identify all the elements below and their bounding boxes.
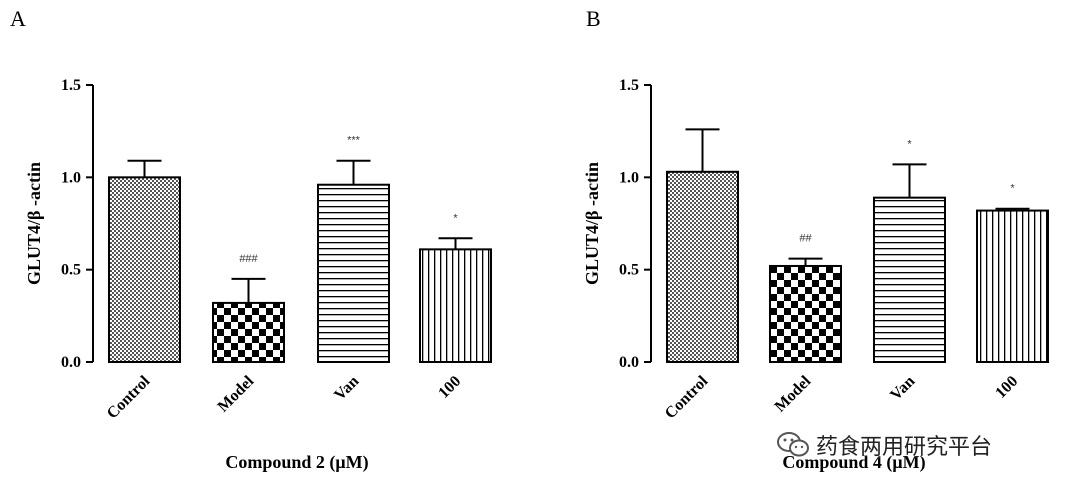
panel-b-x-axis-title: Compound 4 (μM)	[782, 452, 925, 473]
panel-b-letter: B	[586, 6, 601, 31]
watermark-text: 药食两用研究平台	[816, 435, 993, 460]
panel-a-significance-label: ***	[347, 135, 361, 147]
panel-b-category-label: Control	[662, 372, 712, 422]
panel-a-significance-label: *	[453, 212, 458, 224]
panel-b-significance-label: ##	[799, 233, 812, 245]
panel-b-significance-label: *	[1010, 183, 1015, 195]
panel-b-category-label: Model	[772, 372, 815, 415]
watermark: 药食两用研究平台	[776, 428, 992, 462]
chart-panel-a: A 0.0 0.5 1.0 1.5 GLUT4/β -actin Control ### Mod…	[10, 6, 492, 473]
panel-b-y-tick-label: 1.5	[619, 77, 639, 94]
panel-b-category-label: Van	[887, 373, 918, 404]
panel-a-bar-model	[212, 301, 285, 364]
panel-b-category-label: 100	[992, 373, 1021, 402]
panel-b-bar-control	[666, 170, 739, 363]
chart-panel-b: B 0.0 0.5 1.0 1.5 GLUT4/β -actin Control ## Mode…	[582, 6, 1049, 473]
panel-a-bar-100	[419, 248, 492, 363]
panel-a-category-label: Model	[215, 372, 258, 415]
panel-a-bar-van	[317, 183, 390, 363]
wechat-icon	[777, 432, 809, 457]
panel-a-category-label: 100	[435, 373, 464, 402]
panel-b-bar-model	[769, 264, 842, 363]
panel-a-y-axis-title: GLUT4/β -actin	[24, 162, 44, 285]
panel-b-significance-label: *	[907, 138, 912, 150]
panel-a-y-tick-label: 1.5	[61, 77, 81, 94]
panel-b-bar-100	[976, 209, 1049, 363]
panel-b-bar-van	[873, 196, 946, 363]
panel-a-category-label: Control	[104, 372, 154, 422]
panel-a-bar-control	[108, 176, 181, 363]
panel-b-y-tick-label: 0.0	[619, 354, 639, 371]
panel-a-y-tick-label: 1.0	[61, 169, 81, 186]
panel-b-y-tick-label: 0.5	[619, 262, 639, 279]
panel-a-y-tick-label: 0.0	[61, 354, 81, 371]
panel-a-category-label: Van	[331, 373, 362, 404]
panel-a-letter: A	[10, 6, 26, 31]
panel-a-x-axis-title: Compound 2 (μM)	[225, 452, 368, 473]
panel-b-y-axis-title: GLUT4/β -actin	[582, 162, 602, 285]
panel-a-significance-label: ###	[239, 253, 258, 265]
panel-b-y-tick-label: 1.0	[619, 169, 639, 186]
panel-a-y-tick-label: 0.5	[61, 262, 81, 279]
